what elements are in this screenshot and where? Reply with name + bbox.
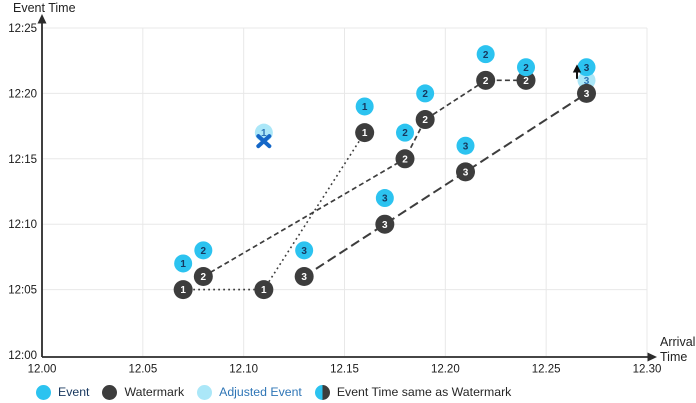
event-marker-label: 2 bbox=[422, 89, 428, 100]
watermark-marker bbox=[254, 280, 274, 300]
event-marker-label: 3 bbox=[382, 194, 388, 205]
legend-label-event: Event bbox=[58, 385, 90, 399]
y-tick-label: 12:20 bbox=[8, 88, 37, 100]
markers: 1 3 1 2 1 3 1 3 2 2 3 2 2 3 1 2 3 1 3 2 2 3 2 2 3 bbox=[173, 45, 596, 300]
event-marker bbox=[456, 136, 475, 155]
y-tick-label: 12:05 bbox=[8, 285, 37, 297]
watermark-marker-label: 1 bbox=[362, 128, 368, 139]
x-tick-label: 12.05 bbox=[128, 364, 157, 376]
adjusted-event-marker bbox=[577, 71, 596, 90]
legend: Event Watermark Adjusted Event Event Tim… bbox=[36, 382, 511, 402]
watermark-marker bbox=[173, 280, 193, 300]
watermark-marker-label: 2 bbox=[483, 76, 489, 87]
watermark-marker-label: 2 bbox=[422, 115, 428, 126]
legend-label-watermark: Watermark bbox=[124, 385, 185, 399]
watermark-swatch-icon bbox=[102, 384, 118, 400]
watermark-marker bbox=[294, 267, 314, 287]
event-marker-label: 3 bbox=[301, 246, 307, 257]
y-axis-arrow-icon bbox=[37, 14, 47, 24]
adjusted-event-marker-label: 1 bbox=[261, 128, 267, 139]
x-tick-label: 12.25 bbox=[532, 364, 561, 376]
event-marker-label: 1 bbox=[180, 259, 186, 270]
event-marker bbox=[416, 84, 435, 103]
x-tick-label: 12.20 bbox=[431, 364, 460, 376]
x-axis-title-line2: Time bbox=[660, 350, 687, 364]
watermark-marker bbox=[193, 267, 213, 287]
watermark-marker-label: 2 bbox=[523, 76, 529, 87]
event-marker-label: 2 bbox=[523, 63, 529, 74]
y-tick-label: 12:10 bbox=[8, 219, 37, 231]
event-marker-label: 2 bbox=[402, 128, 408, 139]
event-marker-label: 1 bbox=[362, 102, 368, 113]
watermark-marker bbox=[516, 70, 536, 90]
legend-item-event: Event bbox=[36, 384, 90, 400]
tick-labels: 12.00 12.05 12.10 12.15 12.20 12.25 12.30 12:00… bbox=[8, 23, 661, 376]
event-marker bbox=[517, 58, 535, 77]
watermark-marker bbox=[395, 149, 415, 169]
legend-item-watermark: Watermark bbox=[102, 384, 185, 400]
y-tick-label: 12:15 bbox=[8, 154, 37, 166]
watermark-marker-label: 1 bbox=[261, 285, 267, 296]
adjusted-event-marker-label: 3 bbox=[584, 76, 590, 87]
x-tick-label: 12.30 bbox=[633, 364, 662, 376]
legend-label-adjusted-event: Adjusted Event bbox=[219, 385, 302, 399]
event-marker bbox=[295, 241, 314, 260]
event-marker bbox=[174, 254, 193, 273]
watermark-marker bbox=[415, 110, 435, 130]
event-marker-label: 3 bbox=[463, 141, 469, 152]
y-tick-label: 12:25 bbox=[8, 23, 37, 35]
legend-label-event-same-as-watermark: Event Time same as Watermark bbox=[336, 385, 512, 399]
event-swatch-icon bbox=[36, 384, 51, 400]
annotations bbox=[256, 64, 582, 149]
y-tick-label: 12:00 bbox=[8, 350, 37, 362]
watermark-marker-label: 3 bbox=[584, 89, 590, 100]
axes bbox=[37, 14, 657, 362]
legend-item-adjusted-event: Adjusted Event bbox=[197, 384, 302, 400]
watermark-marker-label: 3 bbox=[463, 167, 469, 178]
watermark-line-1 bbox=[183, 132, 366, 291]
watermark-marker bbox=[476, 70, 496, 90]
x-tick-label: 12.00 bbox=[28, 364, 57, 376]
up-arrow-icon bbox=[572, 64, 582, 73]
watermark-marker-label: 2 bbox=[201, 272, 207, 283]
event-marker-label: 3 bbox=[584, 63, 590, 74]
x-tick-label: 12.15 bbox=[330, 364, 359, 376]
watermark-marker bbox=[577, 83, 596, 103]
x-axis-arrow-icon bbox=[647, 352, 657, 362]
x-cross-icon bbox=[256, 134, 272, 149]
x-axis-title-line1: Arrival bbox=[660, 335, 695, 349]
gridlines bbox=[42, 27, 648, 356]
event-marker bbox=[476, 45, 495, 64]
watermark-marker bbox=[375, 214, 395, 234]
watermark-marker bbox=[456, 162, 475, 182]
event-marker bbox=[194, 241, 213, 260]
watermark-line-3 bbox=[303, 92, 588, 278]
chart-canvas: 12.00 12.05 12.10 12.15 12.20 12.25 12.30 12:00… bbox=[8, 1, 695, 376]
watermark-marker bbox=[355, 123, 375, 143]
watermark-marker-label: 3 bbox=[382, 220, 388, 231]
watermark-marker-label: 1 bbox=[180, 285, 186, 296]
event-marker-label: 2 bbox=[201, 246, 207, 257]
half-event-half-watermark-swatch-icon bbox=[314, 384, 330, 400]
legend-item-event-same-as-watermark: Event Time same as Watermark bbox=[314, 384, 512, 400]
x-tick-label: 12.10 bbox=[229, 364, 258, 376]
watermark-marker-label: 3 bbox=[301, 272, 307, 283]
adjusted-event-swatch-icon bbox=[197, 384, 213, 400]
event-marker bbox=[396, 123, 414, 142]
event-marker bbox=[577, 58, 596, 77]
event-marker-label: 2 bbox=[483, 50, 489, 61]
watermark-line-2 bbox=[202, 79, 526, 278]
event-marker bbox=[375, 189, 394, 208]
event-marker bbox=[355, 97, 374, 116]
y-axis-title: Event Time bbox=[13, 1, 76, 15]
watermark-marker-label: 2 bbox=[402, 154, 408, 165]
